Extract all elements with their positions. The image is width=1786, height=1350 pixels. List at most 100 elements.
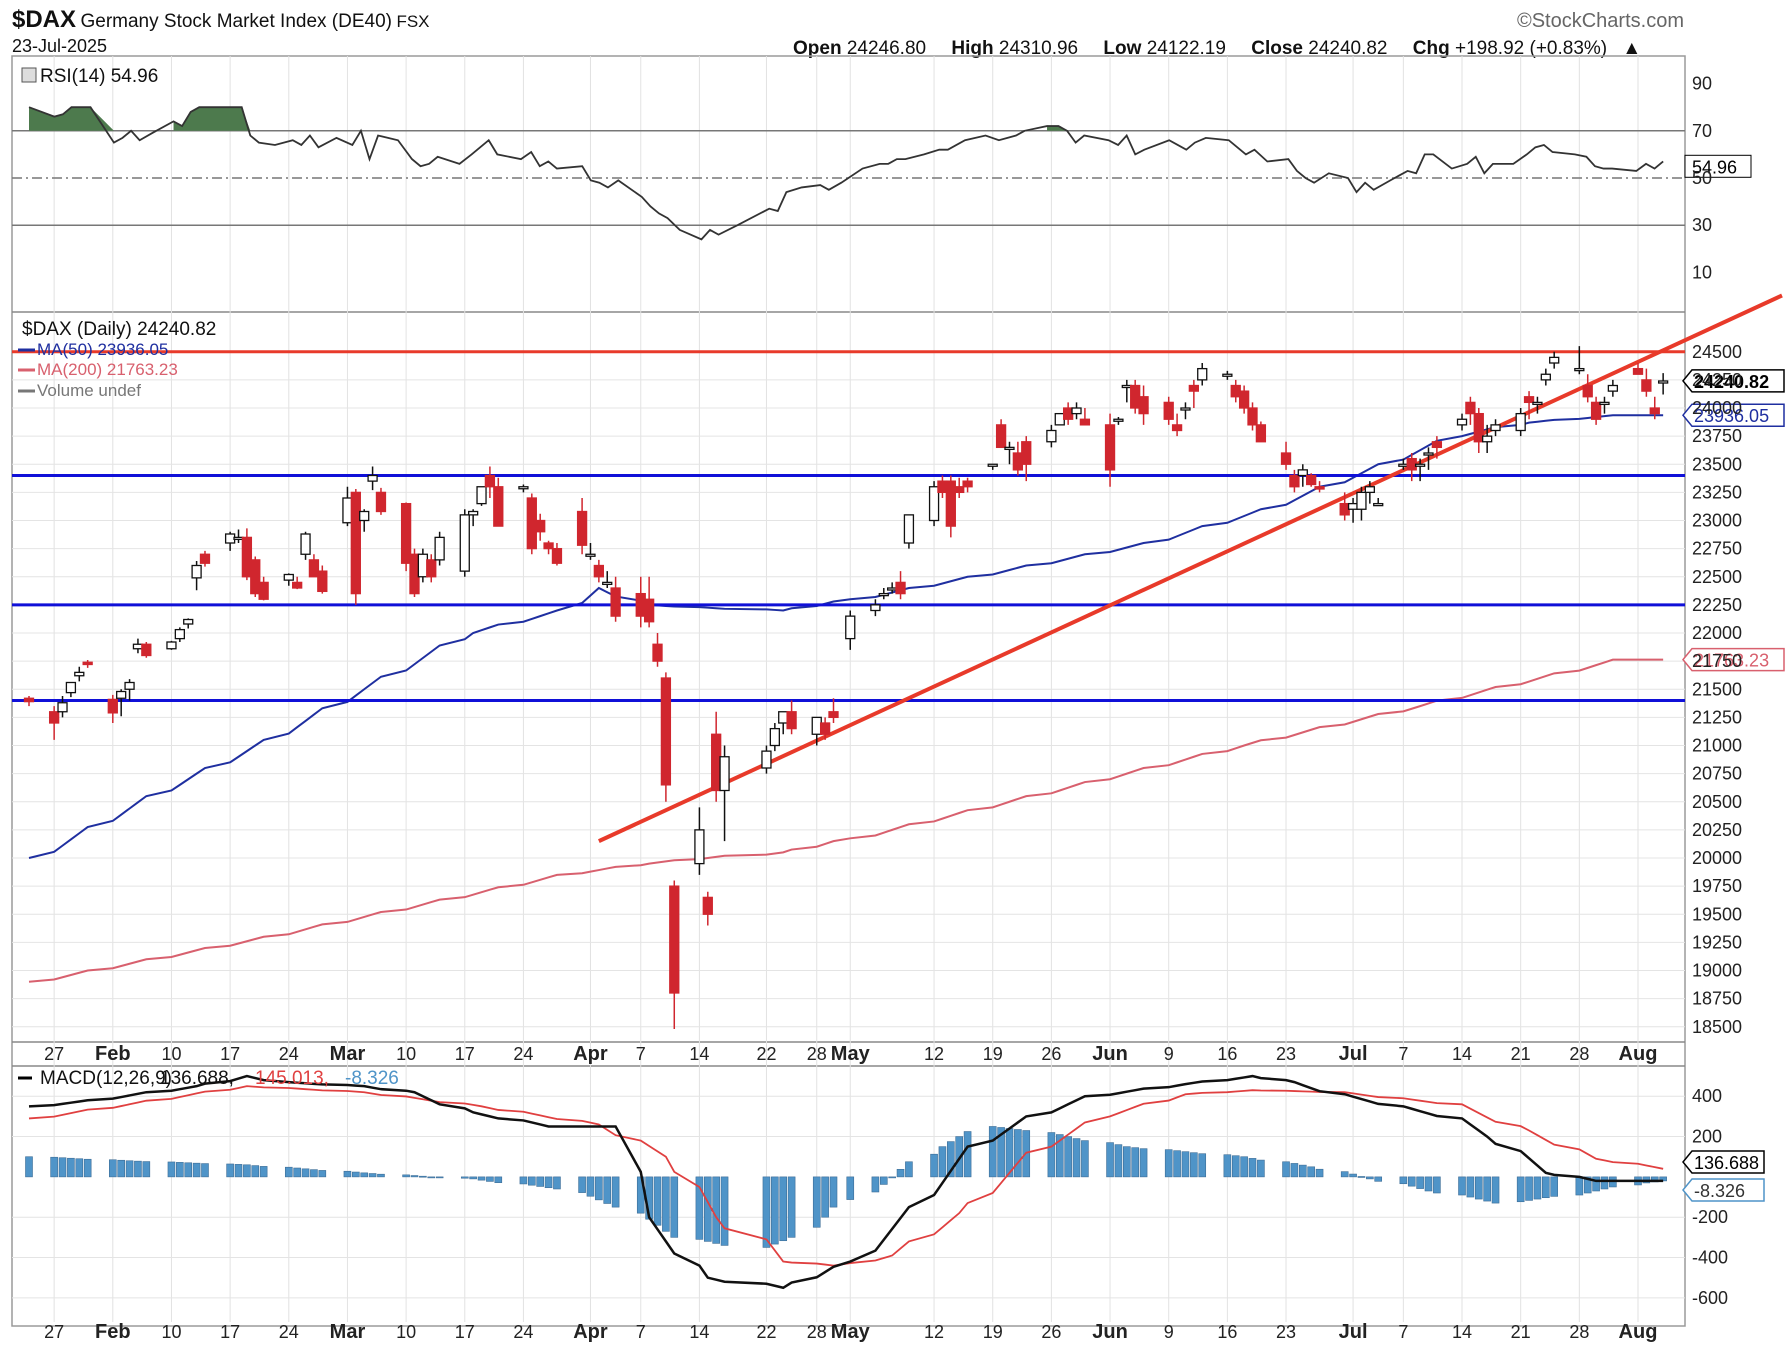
candle-body [778,711,789,724]
macd-hist-bar [109,1159,117,1178]
macd-hist-bar [905,1161,913,1178]
x-tick-label: Aug [1619,1043,1658,1065]
macd-signal-line [28,1085,1664,1267]
candle-body [1104,424,1116,471]
candle-body [1347,502,1359,510]
candle-body [375,491,387,513]
candle-body [1364,486,1375,494]
macd-hist-bar [1307,1166,1315,1178]
index-name: Germany Stock Market Index (DE40) [80,11,392,32]
candle-body [669,885,680,994]
candle-body [1297,469,1308,477]
candle-body [811,716,822,735]
macd-hist-bar [293,1167,301,1178]
candle-body [1280,452,1292,465]
macd-hist-bar [703,1176,712,1242]
candle-body [895,581,906,595]
macd-hist-bar [134,1160,142,1178]
candle-body [241,536,253,578]
macd-hist-bar [167,1161,176,1178]
macd-hist-bar [377,1173,385,1178]
x-tick-label: 21 [1511,1322,1531,1342]
x-tick-label: 17 [455,1322,475,1342]
macd-hist-bar [192,1162,201,1178]
rsi-title: RSI(14) 54.96 [40,66,158,87]
macd-hist-bar [427,1176,436,1179]
price-tick-label: 24500 [1692,342,1742,362]
candle-body [887,587,898,591]
macd-hist-bar [1424,1176,1433,1192]
candle-body [183,618,194,625]
candle-body [1339,502,1350,516]
candle-body [292,581,303,589]
macd-hist-bar [58,1157,67,1178]
macd-hist-bar [536,1176,544,1187]
rsi-tick-label: 90 [1692,74,1712,94]
price-tick-label: 19000 [1692,961,1742,981]
x-tick-label: 23 [1276,1322,1296,1342]
candle-body [1113,418,1124,422]
candle-body [1306,474,1317,486]
macd-hist-bar [871,1176,880,1193]
macd-hist-bar [226,1163,234,1178]
x-tick-label: 10 [161,1322,181,1342]
x-tick-label: 24 [513,1322,533,1342]
price-tick-label: 23750 [1692,426,1742,446]
price-tick-label: 20750 [1692,764,1742,784]
macd-hist-bar [812,1176,821,1228]
candle-body [74,671,85,677]
macd-hist-bar [67,1157,75,1178]
x-tick-label: 28 [807,1322,827,1342]
candle-body [1222,373,1233,377]
rsi-overbought-fill [1047,126,1068,131]
candle-body [48,711,60,724]
macd-hist-bar [1466,1176,1475,1198]
macd-hist-bar [821,1176,829,1218]
macd-hist-bar [402,1174,410,1178]
macd-hist-bar [771,1176,779,1245]
macd-hist-bar [762,1176,771,1248]
candle-body [1414,463,1426,467]
candle-body [1490,424,1501,432]
macd-hist-bar [1374,1176,1383,1182]
candle-body [1163,401,1174,420]
macd-hist-bar [603,1176,612,1204]
open-label: Open [793,38,842,59]
macd-tick-label: 400 [1692,1086,1722,1106]
candle-body [426,559,437,578]
x-tick-label: 16 [1217,1044,1237,1064]
candle-body [962,480,973,488]
candle-body [769,727,780,747]
macd-hist-bar [1315,1168,1324,1178]
candle-body [711,733,722,792]
rsi-overbought-fill [29,107,114,131]
candle-body [1230,384,1241,398]
candle-body [1138,396,1149,415]
candle-body [1515,412,1526,432]
price-tick-label: 24250 [1692,370,1742,390]
macd-hist-bar [947,1141,955,1178]
high-label: High [951,38,994,59]
macd-hist-bar [544,1176,553,1189]
macd-hist-bar [310,1169,318,1178]
price-tick-label: 23500 [1692,454,1742,474]
macd-hist-bar [695,1176,704,1240]
macd-hist-bar [712,1176,720,1244]
macd-hist-bar [1433,1176,1441,1194]
brand-logo: ©StockCharts.com [1516,10,1684,32]
macd-hist-bar [1349,1173,1357,1178]
macd-hist-bar [1483,1176,1491,1202]
candle-body [1532,401,1543,406]
macd-tag-text: 136.688 [1694,1153,1759,1173]
candle-body [1641,379,1652,392]
candle-body [987,463,998,467]
macd-hist-bar [1290,1163,1299,1178]
legend-entry: Volume undef [37,381,141,400]
macd-hist-bar [997,1127,1005,1178]
candle-body [1465,401,1476,415]
candle-body [1247,407,1258,426]
x-tick-label: 14 [689,1322,709,1342]
macd-hist-bar [460,1176,469,1179]
macd-hist-bar [670,1176,679,1238]
